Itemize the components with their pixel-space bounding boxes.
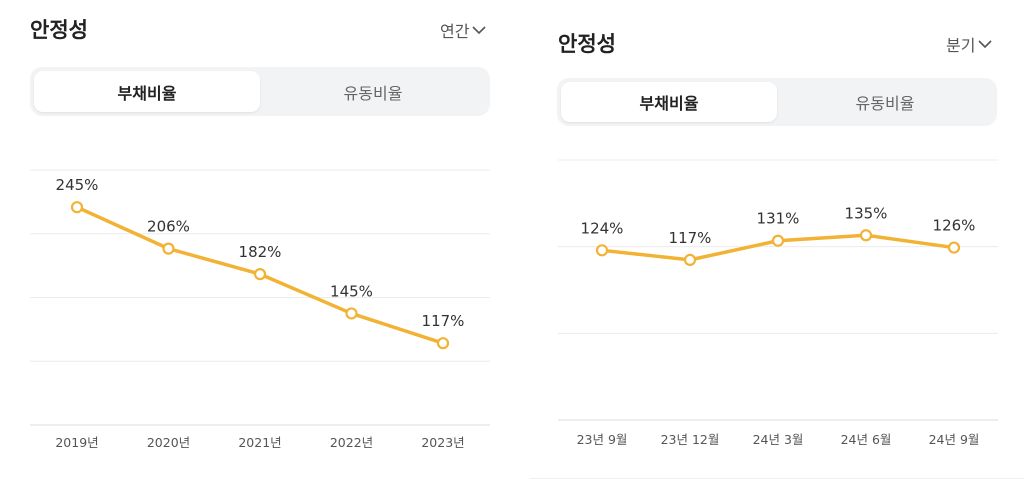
tab-debt-ratio[interactable]: 부채비율 — [561, 82, 777, 122]
period-select[interactable]: 연간 — [440, 18, 487, 42]
data-label: 206% — [147, 218, 190, 236]
metric-tabs: 부채비율 유동비율 — [557, 78, 997, 126]
chevron-down-icon — [472, 25, 487, 35]
data-point — [859, 229, 873, 242]
data-label: 126% — [933, 217, 976, 235]
stability-panel-quarterly: 안정성 분기 부채비율 유동비율 124% 23년 9월 117% 23년 12월 13… — [530, 0, 1024, 484]
data-point — [345, 307, 358, 320]
x-tick-label: 2020년 — [147, 435, 190, 450]
tab-current-ratio[interactable]: 유동비율 — [343, 83, 403, 103]
divider — [530, 478, 1024, 479]
x-tick-label: 24년 9월 — [929, 432, 980, 447]
chevron-down-icon — [978, 39, 993, 49]
period-select-label: 분기 — [946, 36, 976, 55]
data-point — [771, 234, 785, 247]
x-tick-label: 24년 3월 — [753, 432, 804, 447]
data-point — [595, 244, 609, 257]
period-select[interactable]: 분기 — [946, 32, 993, 56]
data-point — [162, 242, 175, 255]
data-point — [253, 268, 267, 281]
metric-tabs: 부채비율 유동비율 — [30, 67, 490, 116]
x-tick-label: 23년 12월 — [661, 432, 720, 447]
data-label: 145% — [330, 282, 373, 300]
x-tick-label: 2022년 — [330, 435, 373, 450]
section-title: 안정성 — [558, 32, 616, 56]
tab-current-ratio[interactable]: 유동비율 — [855, 94, 915, 113]
x-tick-label: 24년 6월 — [841, 432, 892, 447]
data-label: 117% — [422, 312, 465, 330]
data-label: 182% — [239, 243, 282, 261]
data-point — [70, 201, 84, 214]
data-point — [947, 241, 961, 254]
section-title: 안정성 — [30, 18, 88, 42]
data-label: 117% — [669, 229, 712, 247]
x-tick-label: 2023년 — [421, 435, 464, 450]
x-tick-label: 2021년 — [238, 435, 281, 450]
x-tick-label: 2019년 — [55, 435, 98, 450]
data-label: 135% — [845, 204, 888, 222]
data-label: 124% — [581, 219, 624, 237]
data-point — [436, 337, 450, 350]
period-select-label: 연간 — [440, 22, 470, 41]
stability-panel-annual: 안정성 연간 부채비율 유동비율 245% 2019년 206% 2020년 182% 2… — [30, 18, 490, 450]
data-label: 245% — [56, 176, 99, 194]
data-point — [683, 253, 697, 266]
x-tick-label: 23년 9월 — [577, 432, 628, 447]
debt-ratio-chart-quarterly: 124% 23년 9월 117% 23년 12월 131% 24년 3월 135% 24년 6… — [558, 159, 998, 447]
tab-debt-ratio[interactable]: 부채비율 — [34, 71, 260, 112]
debt-ratio-chart-annual: 245% 2019년 206% 2020년 182% 2021년 145% 2022년 117%… — [30, 169, 490, 450]
data-label: 131% — [757, 210, 800, 228]
